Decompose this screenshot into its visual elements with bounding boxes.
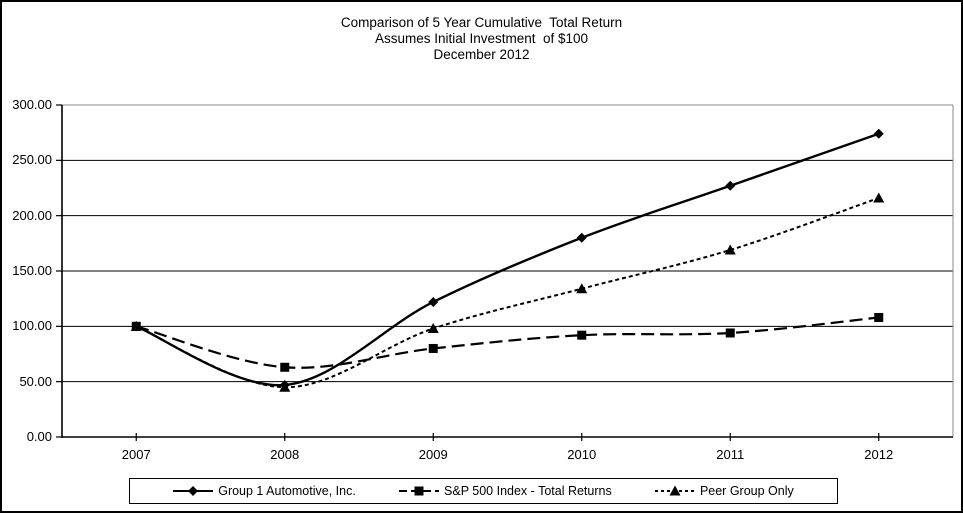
diamond-marker xyxy=(428,296,439,307)
chart-subtitle-date: December 2012 xyxy=(433,47,530,62)
y-axis-label: 50.00 xyxy=(19,373,52,389)
x-axis-label-2010: 2010 xyxy=(567,447,597,462)
y-axis-label: 100.00 xyxy=(12,318,52,334)
legend-sample-diamond-icon xyxy=(173,486,214,496)
legend-label: Group 1 Automotive, Inc. xyxy=(218,484,356,498)
diamond-marker xyxy=(188,486,199,496)
x-axis-label-2011: 2011 xyxy=(716,447,745,462)
diamond-marker xyxy=(576,232,587,243)
legend-item-sp-500-index-total-returns: S&P 500 Index - Total Returns xyxy=(399,484,612,498)
chart-legend: Group 1 Automotive, Inc. S&P 500 Index - … xyxy=(129,478,838,504)
legend-label: Peer Group Only xyxy=(699,484,794,498)
x-axis-label-2007: 2007 xyxy=(121,447,151,462)
series-line-sp-500-index-total-returns xyxy=(135,316,879,369)
legend-label: S&P 500 Index - Total Returns xyxy=(444,484,612,498)
triangle-marker xyxy=(576,283,588,294)
x-axis-label-2009: 2009 xyxy=(418,447,448,462)
legend-item-group-1-automotive: Group 1 Automotive, Inc. xyxy=(173,484,356,498)
legend-item-peer-group-only: Peer Group Only xyxy=(654,484,794,498)
legend-sample-square-icon xyxy=(399,486,440,496)
square-marker xyxy=(414,486,424,496)
series-group-1-automotive xyxy=(131,128,884,390)
square-marker xyxy=(874,312,884,322)
square-marker xyxy=(428,343,438,353)
chart-title: Comparison of 5 Year Cumulative Total Re… xyxy=(340,15,623,30)
square-marker xyxy=(280,362,290,372)
diamond-marker xyxy=(725,180,736,191)
series-line-group-1-automotive xyxy=(135,132,880,387)
y-axis-label: 200.00 xyxy=(12,207,52,223)
triangle-marker xyxy=(669,485,681,496)
x-axis-label-2008: 2008 xyxy=(270,447,300,462)
triangle-marker xyxy=(724,244,736,255)
triangle-marker xyxy=(279,381,291,392)
square-marker xyxy=(577,330,587,340)
y-axis-label: 0.00 xyxy=(26,429,52,444)
triangle-marker xyxy=(427,323,439,334)
legend-sample-triangle-icon xyxy=(654,485,695,496)
y-axis-label: 250.00 xyxy=(12,152,52,168)
chart-title-block: Comparison of 5 Year Cumulative Total Re… xyxy=(0,15,963,63)
series-peer-group-only xyxy=(130,192,885,392)
series-sp-500-index-total-returns xyxy=(131,312,884,372)
series-line-peer-group-only xyxy=(135,197,880,389)
y-axis-label: 300.00 xyxy=(12,97,52,112)
triangle-marker xyxy=(130,320,142,331)
square-marker xyxy=(725,328,735,338)
diamond-marker xyxy=(873,128,884,139)
triangle-marker xyxy=(873,192,885,203)
y-axis-label: 150.00 xyxy=(12,263,52,278)
x-axis-label-2012: 2012 xyxy=(864,447,894,462)
chart-subtitle-investment: Assumes Initial Investment of $100 xyxy=(374,31,589,46)
